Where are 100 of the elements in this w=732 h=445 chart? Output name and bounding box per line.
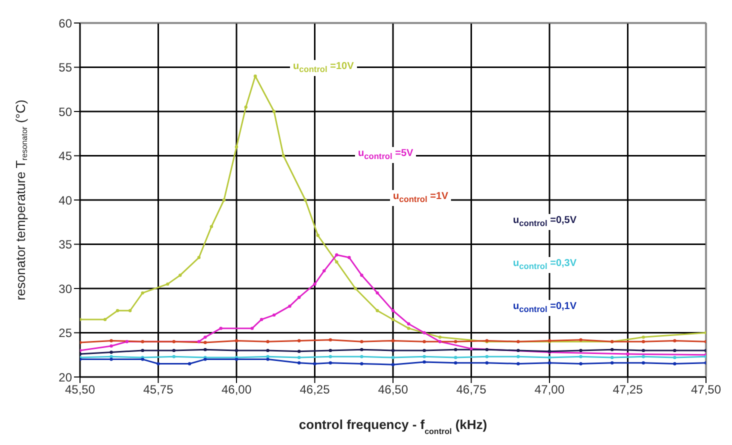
- point: [610, 361, 614, 364]
- point: [673, 339, 676, 342]
- point: [485, 361, 488, 364]
- point: [391, 309, 395, 312]
- point: [642, 340, 645, 344]
- point: [128, 309, 132, 312]
- point: [516, 355, 520, 358]
- point: [579, 362, 582, 366]
- point: [360, 362, 364, 366]
- point: [454, 356, 458, 360]
- point: [328, 361, 332, 364]
- point: [288, 304, 292, 308]
- point: [316, 234, 320, 237]
- point: [156, 362, 160, 366]
- x-tick-label: 46,25: [300, 382, 330, 397]
- point: [360, 348, 364, 352]
- point: [454, 348, 458, 352]
- point: [298, 361, 301, 364]
- point: [673, 356, 676, 360]
- y-tick-label: 30: [58, 282, 72, 296]
- point: [222, 198, 226, 202]
- x-tick-label: 46,50: [378, 382, 408, 397]
- point: [516, 362, 520, 366]
- point: [454, 361, 458, 364]
- x-tick-label: 45,50: [64, 382, 96, 397]
- point: [360, 340, 364, 344]
- y-tick-label: 45: [58, 149, 72, 164]
- point: [272, 313, 276, 317]
- point: [298, 296, 301, 299]
- point: [391, 348, 395, 352]
- point: [348, 256, 351, 260]
- point: [204, 348, 207, 352]
- point: [322, 269, 326, 272]
- point: [110, 344, 113, 348]
- text: u$_{control}$ =0,1V: [510, 300, 580, 316]
- point: [110, 339, 113, 342]
- point: [470, 347, 473, 350]
- point: [110, 355, 113, 358]
- point: [219, 326, 222, 330]
- y-tick-label: 60: [58, 16, 72, 30]
- point: [516, 340, 520, 344]
- point: [376, 309, 379, 312]
- point: [210, 224, 214, 228]
- point: [407, 326, 410, 330]
- point: [335, 253, 338, 256]
- point: [234, 339, 238, 342]
- point: [234, 348, 238, 352]
- point: [266, 358, 270, 361]
- y-tick-label: 40: [58, 193, 72, 208]
- point: [282, 154, 286, 158]
- text: u$_{control}$ =10V: [290, 60, 357, 76]
- point: [266, 348, 270, 352]
- point: [485, 348, 488, 352]
- y-tick-label: 35: [58, 238, 72, 252]
- point: [188, 362, 192, 366]
- point: [250, 326, 254, 330]
- point: [422, 360, 426, 364]
- text: u$_{control}$ =0,3V: [510, 257, 580, 273]
- y-tick-label: 25: [58, 326, 72, 340]
- x-axis-title: control frequency - f$_{control}$ (kHz): [298, 417, 488, 436]
- point: [454, 340, 458, 344]
- point: [244, 105, 248, 109]
- point: [110, 358, 113, 361]
- x-tick-label: 46,75: [456, 382, 487, 397]
- point: [204, 336, 207, 339]
- point: [579, 355, 582, 358]
- point: [266, 340, 270, 344]
- point: [548, 356, 552, 360]
- point: [673, 362, 676, 366]
- point: [304, 198, 307, 202]
- point: [376, 291, 379, 295]
- point: [626, 352, 630, 356]
- y-tick-label: 20: [58, 370, 72, 384]
- y-tick-label: 50: [58, 104, 72, 119]
- point: [438, 340, 442, 344]
- point: [579, 338, 582, 342]
- point: [354, 286, 358, 290]
- point: [197, 256, 201, 260]
- text: u$_{control}$ =1V: [390, 190, 452, 206]
- point: [422, 340, 426, 344]
- point: [234, 145, 238, 148]
- point: [407, 322, 410, 326]
- point: [673, 348, 676, 352]
- point: [485, 355, 488, 358]
- x-tick-label: 46,00: [221, 382, 252, 397]
- x-tick-label: 47,00: [534, 382, 565, 397]
- point: [110, 350, 113, 354]
- point: [610, 356, 614, 360]
- point: [579, 348, 582, 352]
- point: [438, 336, 442, 339]
- point: [391, 318, 395, 322]
- point: [103, 318, 107, 322]
- point: [516, 348, 520, 352]
- point: [166, 282, 170, 286]
- point: [360, 355, 364, 358]
- point: [360, 274, 364, 277]
- point: [313, 362, 316, 366]
- text: u$_{control}$ =5V: [355, 147, 416, 163]
- point: [422, 355, 426, 358]
- point: [204, 340, 207, 344]
